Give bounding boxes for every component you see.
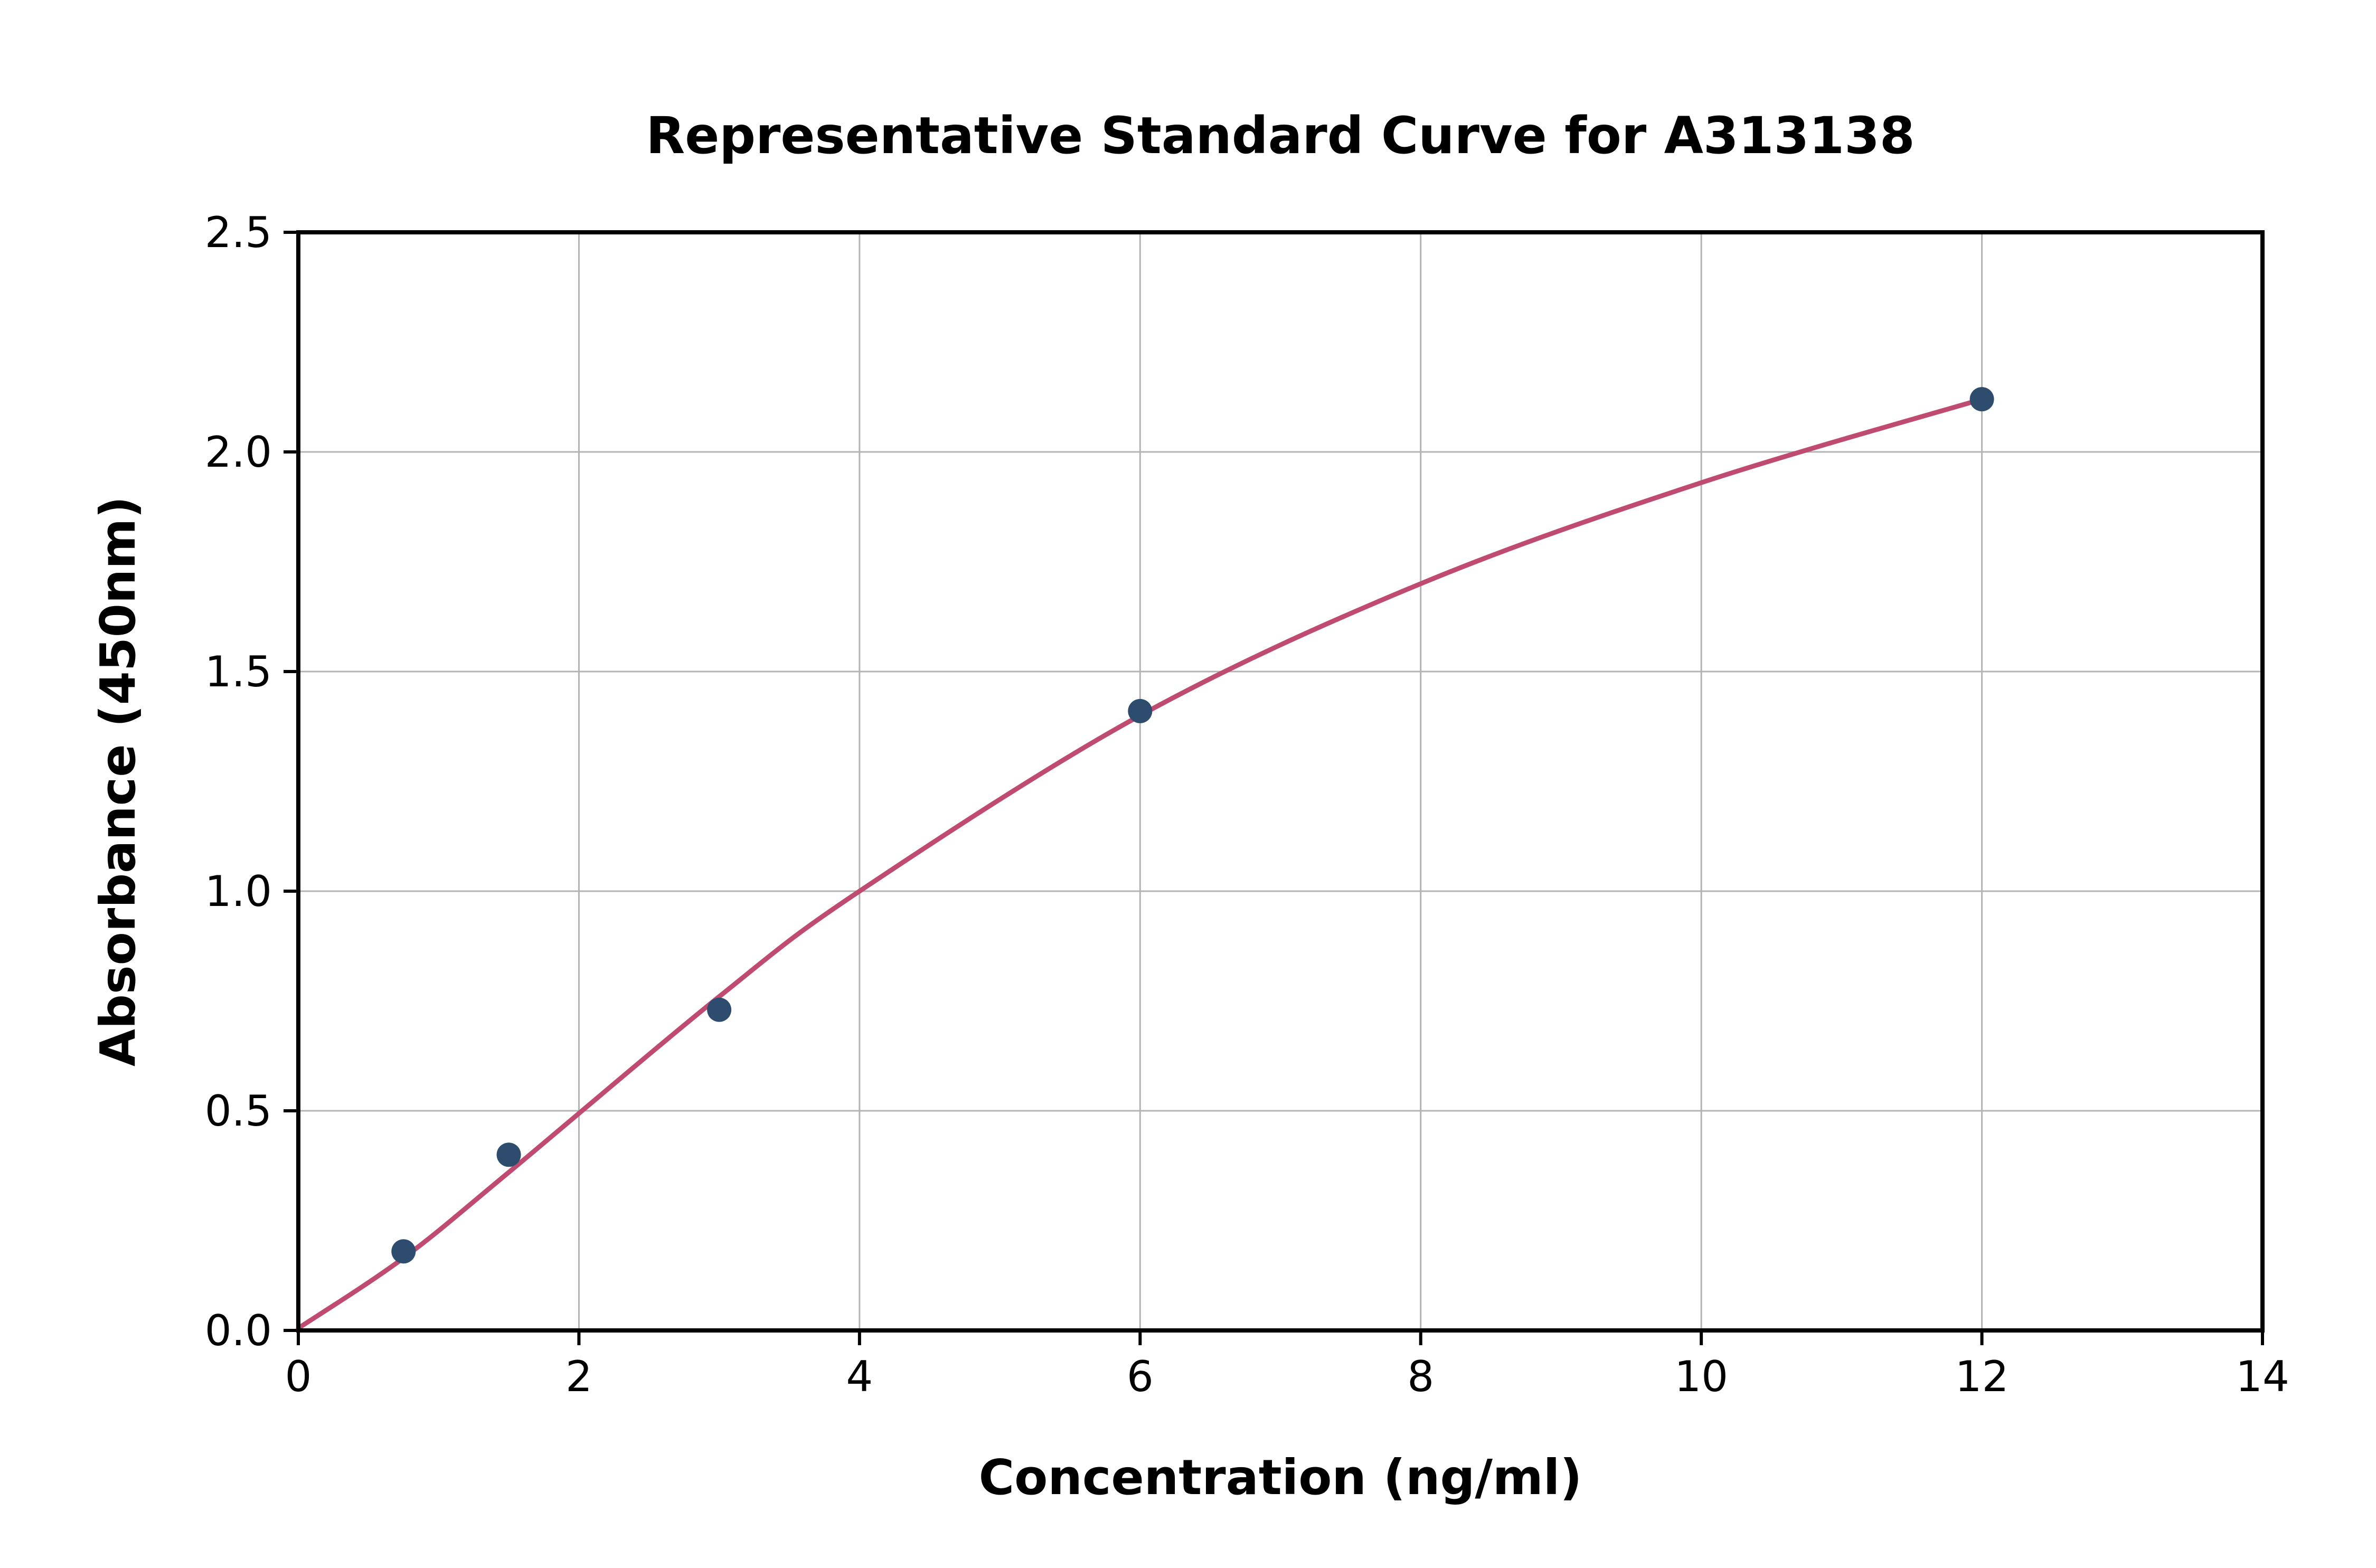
fit-curve-layer [296, 396, 1985, 1331]
y-tick-label: 0.5 [205, 1087, 272, 1136]
x-tick-label: 0 [285, 1352, 312, 1401]
y-tick-label: 1.5 [205, 647, 272, 696]
data-point [496, 1142, 521, 1167]
data-point [1969, 387, 1994, 412]
data-points-layer [391, 387, 1994, 1264]
x-tick-label: 14 [2236, 1352, 2289, 1401]
data-point [1128, 698, 1153, 723]
axes-spines-layer [296, 230, 2265, 1333]
x-tick-label: 4 [846, 1352, 873, 1401]
y-axis-label: Absorbance (450nm) [90, 496, 146, 1066]
plot-box [296, 230, 2265, 1333]
ticks-layer [284, 231, 2264, 1345]
data-point [707, 997, 732, 1022]
x-tick-label: 10 [1674, 1352, 1728, 1401]
fit-curve [296, 396, 1985, 1331]
chart-title: Representative Standard Curve for A31313… [646, 106, 1915, 165]
x-tick-label: 12 [1955, 1352, 2009, 1401]
data-point [391, 1239, 416, 1264]
y-tick-label: 2.0 [205, 428, 272, 477]
y-tick-label: 1.0 [205, 867, 272, 916]
y-tick-label: 0.0 [205, 1306, 272, 1355]
x-tick-label: 8 [1407, 1352, 1434, 1401]
x-axis-label: Concentration (ng/ml) [979, 1449, 1582, 1506]
grid-layer [297, 231, 2264, 1331]
tick-labels-layer: 0 2 4 6 8 10 12 14 0.0 0.5 1.0 1.5 2.0 2.5 [205, 208, 2289, 1401]
x-tick-label: 6 [1127, 1352, 1154, 1401]
y-tick-label: 2.5 [205, 208, 272, 257]
x-tick-label: 2 [565, 1352, 592, 1401]
